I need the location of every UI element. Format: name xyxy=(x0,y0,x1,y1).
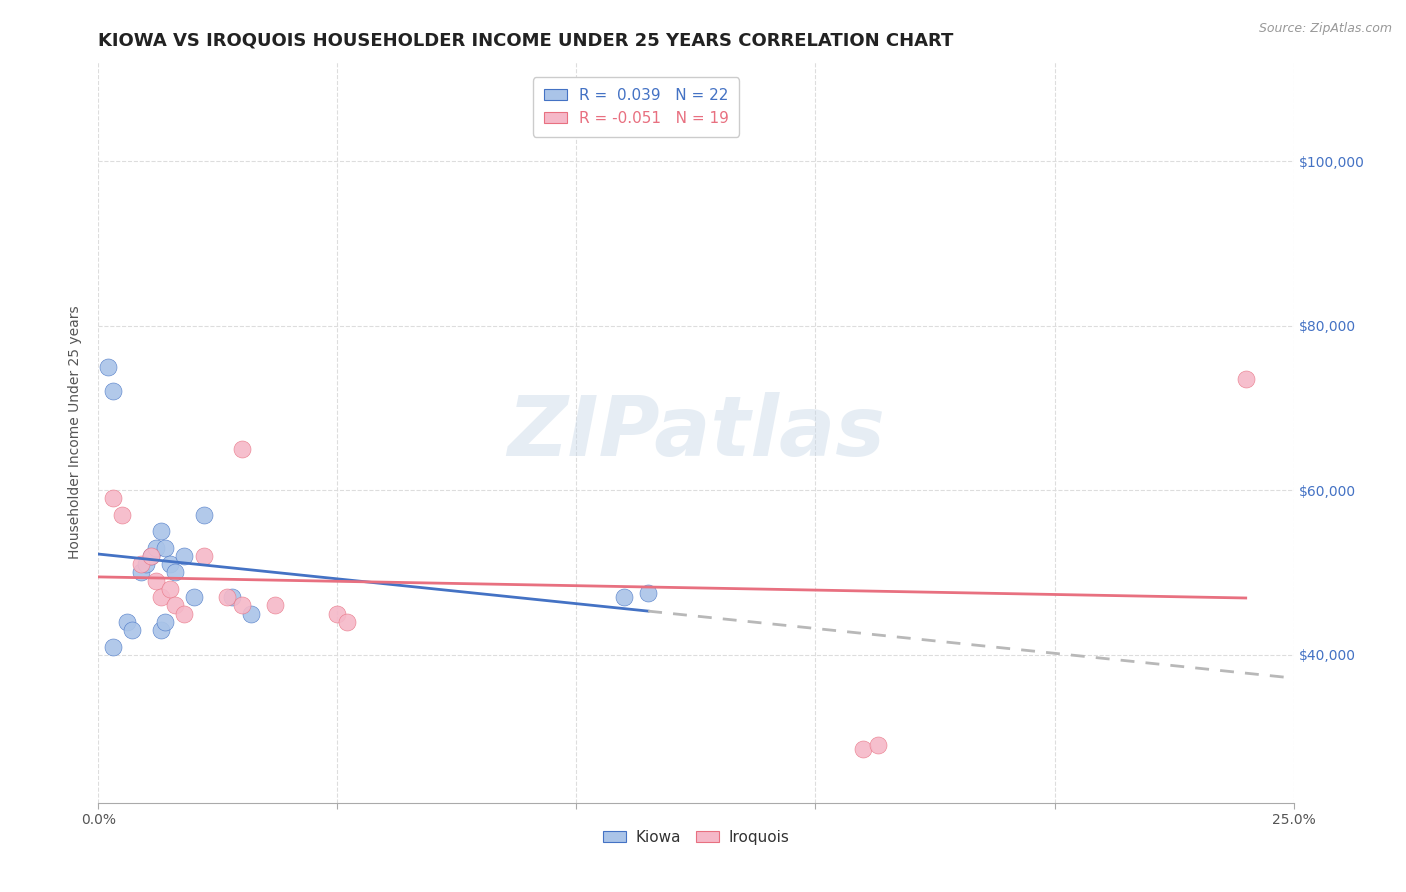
Point xyxy=(135,558,157,572)
Point xyxy=(193,549,215,563)
Point xyxy=(866,738,889,752)
Point xyxy=(852,742,875,756)
Point xyxy=(231,599,253,613)
Point xyxy=(155,615,177,629)
Point xyxy=(1234,372,1257,386)
Text: KIOWA VS IROQUOIS HOUSEHOLDER INCOME UNDER 25 YEARS CORRELATION CHART: KIOWA VS IROQUOIS HOUSEHOLDER INCOME UND… xyxy=(98,32,953,50)
Point xyxy=(221,590,243,604)
Point xyxy=(149,524,172,539)
Point xyxy=(159,558,181,572)
Point xyxy=(173,549,195,563)
Point xyxy=(183,590,205,604)
Point xyxy=(217,590,239,604)
Point xyxy=(163,599,186,613)
Point xyxy=(163,566,186,580)
Point xyxy=(121,623,143,637)
Point xyxy=(101,640,124,654)
Point xyxy=(145,541,167,555)
Point xyxy=(111,508,134,522)
Y-axis label: Householder Income Under 25 years: Householder Income Under 25 years xyxy=(69,306,83,559)
Point xyxy=(155,541,177,555)
Point xyxy=(326,607,349,621)
Point xyxy=(264,599,287,613)
Legend: Kiowa, Iroquois: Kiowa, Iroquois xyxy=(598,823,794,851)
Point xyxy=(115,615,138,629)
Point xyxy=(97,359,120,374)
Point xyxy=(145,574,167,588)
Point xyxy=(613,590,636,604)
Point xyxy=(101,491,124,506)
Point xyxy=(193,508,215,522)
Point xyxy=(231,442,253,456)
Point xyxy=(240,607,263,621)
Point xyxy=(131,566,153,580)
Point xyxy=(336,615,359,629)
Point xyxy=(173,607,195,621)
Point xyxy=(139,549,162,563)
Point xyxy=(139,549,162,563)
Point xyxy=(149,590,172,604)
Text: ZIPatlas: ZIPatlas xyxy=(508,392,884,473)
Point xyxy=(131,558,153,572)
Point xyxy=(149,623,172,637)
Point xyxy=(637,586,659,600)
Point xyxy=(101,384,124,399)
Text: Source: ZipAtlas.com: Source: ZipAtlas.com xyxy=(1258,22,1392,36)
Point xyxy=(159,582,181,596)
